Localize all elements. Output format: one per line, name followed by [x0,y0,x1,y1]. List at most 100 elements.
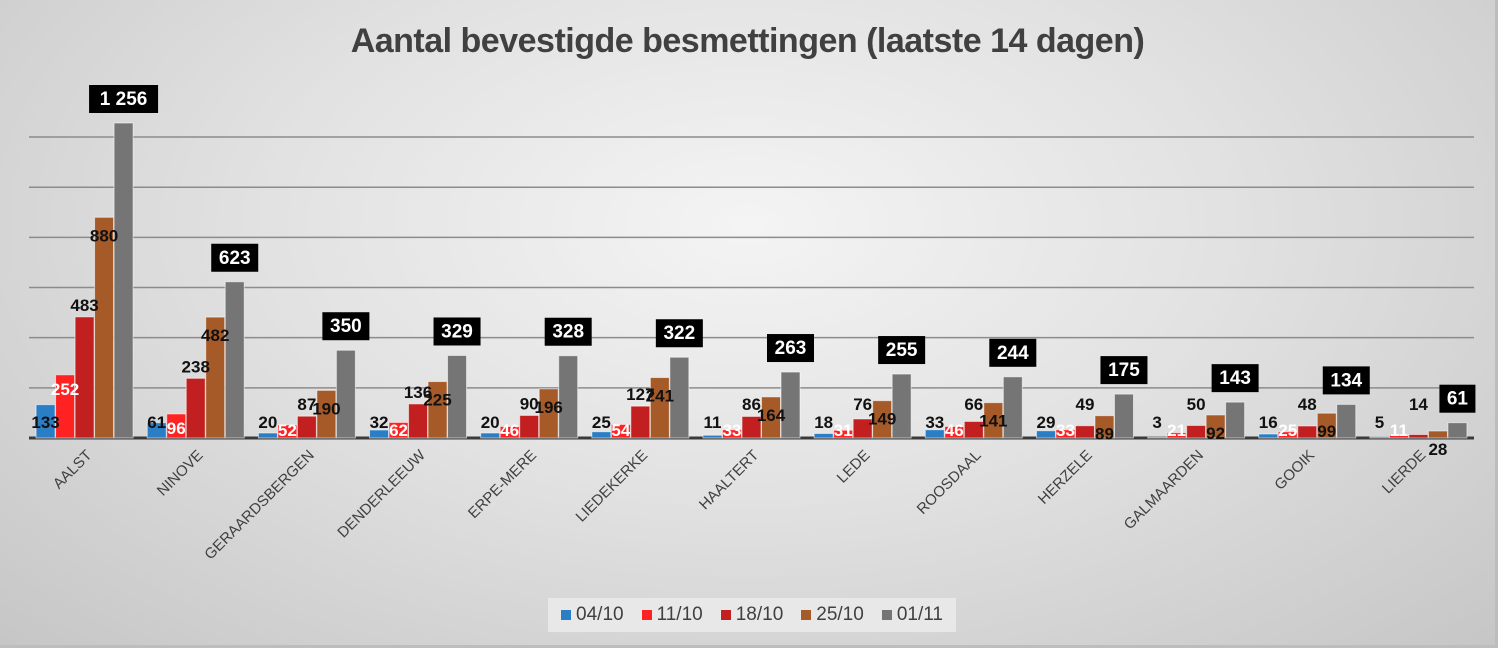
bar-04-10-lierde [1369,436,1390,439]
data-label: 86 [742,395,761,414]
bar-01-11-aalst [113,122,134,439]
bar-18-10-ninove [185,377,206,439]
bar-04-10-lede [813,432,834,439]
data-label: 11 [1390,421,1408,440]
bar-18-10-herzele [1074,425,1095,439]
data-label: 136 [404,383,432,402]
bar-01-11-roosdaal [1002,376,1023,439]
data-label: 238 [182,357,210,376]
x-tick-label: NINOVE [154,447,207,500]
data-label: 255 [886,340,918,361]
data-label: 89 [1095,425,1114,444]
data-label: 20 [258,413,277,432]
bar-18-10-geraardsbergen [296,415,317,439]
legend-label: 25/10 [816,604,864,625]
bars [35,122,1468,439]
data-label: 54 [611,421,630,440]
legend-swatch [720,610,731,620]
data-label-box [655,319,703,348]
data-label: 90 [520,394,539,413]
legend-label: 18/10 [735,604,784,625]
data-label: 196 [535,398,563,417]
data-label: 141 [979,412,1007,431]
x-tick-label: LEDE [834,447,874,487]
data-label: 18 [814,413,833,432]
gridlines [29,136,1474,440]
data-label: 62 [389,421,408,440]
data-label: 880 [90,226,118,245]
data-label: 46 [500,421,519,440]
data-label: 87 [297,395,316,414]
bar-04-10-geraardsbergen [257,432,278,439]
legend-label: 11/10 [656,604,703,625]
data-label: 244 [997,343,1029,364]
data-label: 25 [1278,421,1297,440]
data-label: 50 [1187,395,1206,414]
data-label-box [1100,356,1148,385]
x-tick-label: ROOSDAAL [914,447,985,518]
bar-25-10-aalst [94,216,115,439]
bar-04-10-erpe-mere [480,432,501,439]
data-label: 127 [626,385,654,404]
data-label: 31 [834,421,853,440]
bar-01-11-haaltert [780,371,801,439]
x-tick-label: AALST [50,447,96,493]
bar-04-10-galmaarden [1147,436,1168,439]
chart-title: Aantal bevestigde besmettingen (laatste … [350,22,1145,60]
data-label: 134 [1330,370,1362,391]
data-label: 5 [1375,413,1384,432]
x-tick-label: HAALTERT [696,447,762,513]
bar-18-10-galmaarden [1186,424,1207,439]
data-label: 21 [1167,421,1186,440]
data-label: 225 [423,391,451,410]
x-tick-label: GALMAARDEN [1121,447,1207,533]
legend-item: 04/10 [561,604,624,626]
legend-swatch [881,610,892,620]
legend-swatch [641,610,652,620]
data-label: 252 [51,380,79,399]
data-label: 241 [646,387,674,406]
data-label: 190 [312,399,340,418]
data-label: 28 [1428,440,1447,459]
x-tick-label: GERAARDSBERGEN [201,447,317,563]
data-label: 96 [167,419,186,438]
data-label: 329 [441,321,473,342]
bar-01-11-lede [891,373,912,439]
data-label: 61 [1447,389,1469,410]
bar-04-10-gooik [1258,433,1279,439]
legend-swatch [561,610,572,620]
data-label: 33 [925,413,944,432]
legend-item: 18/10 [720,604,784,626]
data-label: 263 [775,338,807,359]
data-label: 46 [945,421,964,440]
data-label: 92 [1206,424,1225,443]
data-label: 3 [1152,413,1161,432]
data-label: 61 [147,413,166,432]
data-label: 20 [481,413,500,432]
legend-label: 01/11 [896,604,943,625]
bar-01-11-lierde [1447,422,1468,439]
data-label-box [211,243,259,272]
bar-01-11-erpe-mere [558,355,579,439]
data-label: 16 [1259,413,1278,432]
data-label: 66 [964,395,983,414]
data-label: 143 [1219,368,1251,389]
bar-01-11-ninove [224,281,245,439]
data-label: 149 [868,410,896,429]
data-label: 33 [1056,421,1075,440]
data-label-box [1322,366,1370,395]
bar-18-10-gooik [1297,425,1318,439]
data-label-box [89,85,159,113]
data-label: 11 [704,413,722,432]
data-label-box [433,317,481,346]
data-label: 52 [278,421,297,440]
data-label: 32 [370,413,389,432]
bar-01-11-herzele [1113,393,1134,439]
data-label: 328 [552,322,584,343]
data-label: 483 [70,296,98,315]
data-label: 49 [1076,395,1095,414]
data-label: 29 [1037,413,1056,432]
